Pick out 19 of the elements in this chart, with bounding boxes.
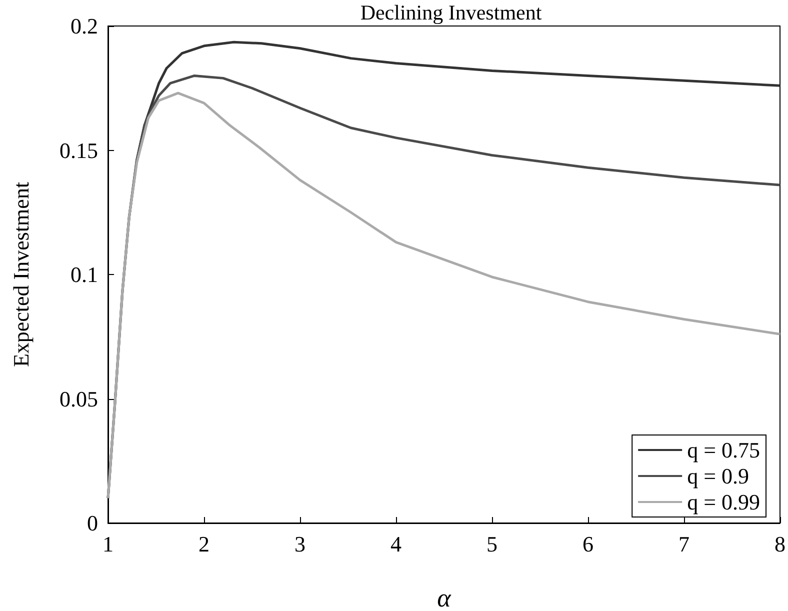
legend-label: q = 0.9 bbox=[687, 464, 750, 488]
x-tick-label: 6 bbox=[582, 532, 594, 556]
y-tick-label: 0.05 bbox=[60, 386, 98, 412]
y-tick-label: 0.1 bbox=[70, 262, 98, 287]
y-axis-title: Expected Investment bbox=[8, 182, 34, 368]
y-tick-label: 0.2 bbox=[70, 14, 98, 38]
x-tick-label: 1 bbox=[102, 532, 114, 556]
chart-title: Declining Investment bbox=[360, 0, 542, 24]
x-tick-label: 5 bbox=[486, 532, 498, 556]
x-axis-title: α bbox=[437, 584, 452, 611]
x-tick-label: 3 bbox=[294, 532, 306, 556]
legend-label: q = 0.99 bbox=[687, 490, 760, 514]
y-tick-label: 0 bbox=[87, 510, 98, 536]
x-tick-label: 7 bbox=[678, 532, 690, 556]
x-tick-label: 4 bbox=[390, 532, 402, 556]
x-tick-label: 2 bbox=[198, 532, 210, 556]
y-tick-label: 0.15 bbox=[60, 138, 98, 163]
legend-label: q = 0.75 bbox=[687, 438, 760, 462]
x-tick-label: 8 bbox=[774, 532, 786, 556]
